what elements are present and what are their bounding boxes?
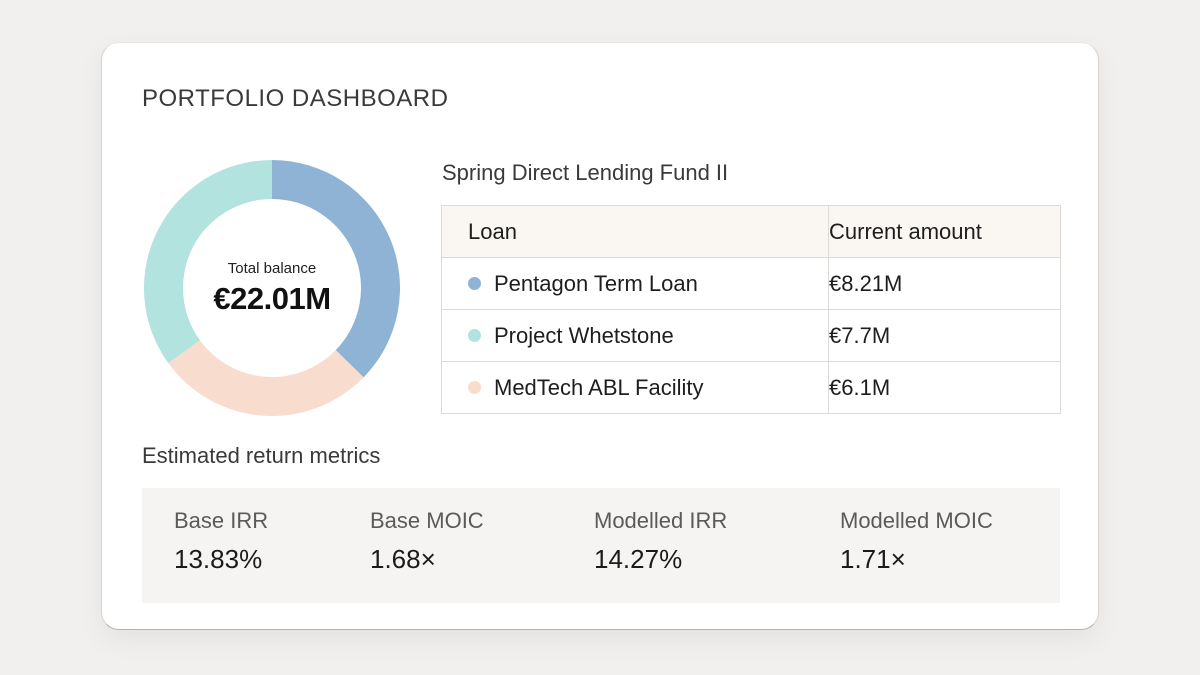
balance-donut-chart: Total balance €22.01M: [142, 158, 402, 418]
metric-label: Base MOIC: [370, 508, 484, 533]
loan-amount: €8.21M: [829, 270, 903, 296]
metric-base-irr: Base IRR 13.83%: [174, 508, 268, 575]
loan-column-header: Loan: [441, 205, 829, 258]
donut-center: Total balance €22.01M: [142, 158, 402, 418]
metrics-title: Estimated return metrics: [142, 443, 381, 468]
loan-header-label: Loan: [468, 218, 517, 244]
fund-name: Spring Direct Lending Fund II: [442, 160, 729, 185]
metric-value: 13.83%: [174, 544, 263, 574]
legend-dot-icon: [468, 381, 481, 394]
loan-amount-cell: €6.1M: [828, 361, 1061, 414]
loan-name-cell: MedTech ABL Facility: [441, 361, 829, 414]
metric-value: 14.27%: [594, 544, 683, 574]
legend-dot-icon: [468, 277, 481, 290]
donut-segment[interactable]: [272, 160, 401, 378]
loan-amount-cell: €7.7M: [828, 309, 1061, 362]
metrics-panel: Base IRR 13.83% Base MOIC 1.68× Modelled…: [142, 488, 1060, 603]
loan-amount-cell: €8.21M: [828, 257, 1061, 310]
loans-table: Loan Current amount Pentagon Term Loan €…: [441, 205, 1061, 414]
loan-name: MedTech ABL Facility: [494, 374, 704, 400]
donut-segment[interactable]: [144, 160, 272, 364]
amount-header-label: Current amount: [829, 218, 982, 244]
portfolio-dashboard-card: PORTFOLIO DASHBOARD Total balance €22.01…: [101, 42, 1099, 630]
loan-name-cell: Pentagon Term Loan: [441, 257, 829, 310]
metric-label: Base IRR: [174, 508, 269, 533]
loan-amount: €6.1M: [829, 374, 891, 400]
donut-svg: [144, 160, 401, 416]
total-balance-label: Total balance: [227, 259, 317, 277]
metric-modelled-moic: Modelled MOIC 1.71×: [840, 508, 993, 575]
metric-value: 1.68×: [370, 544, 436, 574]
loan-amount: €7.7M: [829, 322, 891, 348]
loan-name: Project Whetstone: [494, 322, 674, 348]
table-row[interactable]: Pentagon Term Loan €8.21M: [441, 257, 1061, 310]
table-header-row: Loan Current amount: [441, 205, 1061, 258]
table-row[interactable]: Project Whetstone €7.7M: [441, 309, 1061, 362]
metric-modelled-irr: Modelled IRR 14.27%: [594, 508, 727, 575]
page-title: PORTFOLIO DASHBOARD: [142, 85, 449, 112]
loan-name-cell: Project Whetstone: [441, 309, 829, 362]
metric-base-moic: Base MOIC 1.68×: [370, 508, 484, 575]
metric-label: Modelled IRR: [594, 508, 728, 533]
total-balance-value: €22.01M: [213, 280, 331, 316]
donut-segment[interactable]: [168, 340, 364, 416]
loan-name: Pentagon Term Loan: [494, 270, 698, 296]
metric-label: Modelled MOIC: [840, 508, 993, 533]
metric-value: 1.71×: [840, 544, 906, 574]
legend-dot-icon: [468, 329, 481, 342]
amount-column-header: Current amount: [828, 205, 1061, 258]
table-row[interactable]: MedTech ABL Facility €6.1M: [441, 361, 1061, 414]
